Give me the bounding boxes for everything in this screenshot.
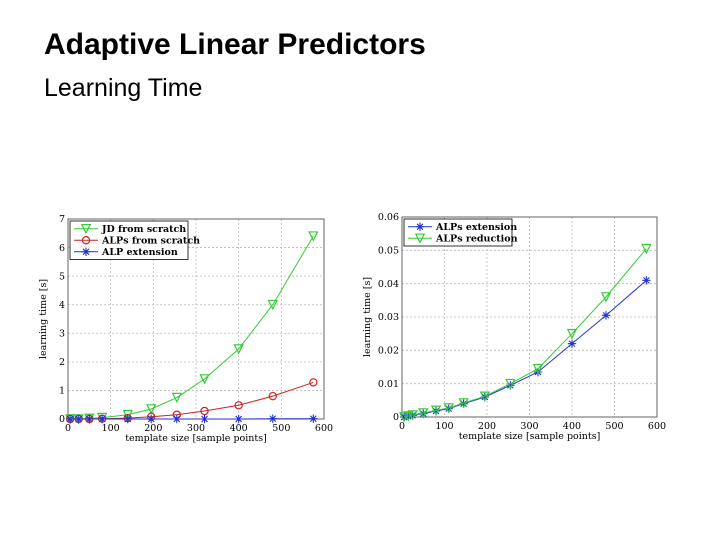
left-point-s2-3: [97, 414, 107, 424]
left-point-s1-10: [309, 378, 318, 387]
right-xtick-label: 300: [520, 421, 538, 432]
right-point-s1-8: [505, 378, 516, 390]
left-ytick-label: 1: [59, 386, 65, 397]
right-xtick-label: 200: [478, 421, 496, 432]
left-point-s2-4: [123, 414, 132, 424]
right-point-s0-11: [601, 311, 611, 320]
right-plot-frame: [401, 216, 658, 418]
right-point-s1-3: [418, 408, 429, 419]
left-ytick-label: 5: [59, 271, 65, 282]
left-xtick-label: 100: [102, 423, 120, 434]
left-point-s0-8: [233, 344, 244, 355]
left-xlabel: template size [sample points]: [125, 433, 267, 444]
left-legend-marker-0: [80, 223, 92, 235]
right-point-s1-12: [641, 243, 652, 255]
chart-left: 0 100 200 300 400 500 600 0 1 2 3 4 5 6 7 template size…: [36, 205, 336, 460]
right-legend-marker-0: [415, 222, 425, 231]
left-xtick-label: 500: [272, 423, 290, 434]
right-point-s1-6: [458, 398, 469, 409]
left-xtick-label: 400: [230, 423, 248, 434]
right-ytick-label: 0: [393, 412, 399, 423]
left-point-s1-8: [234, 401, 243, 410]
right-point-s0-3: [419, 409, 428, 418]
right-xtick-label: 0: [399, 421, 405, 432]
right-point-s1-10: [566, 328, 578, 340]
right-ytick-label: 0.01: [378, 379, 399, 390]
right-point-s1-7: [479, 391, 491, 402]
right-xtick-label: 100: [435, 421, 453, 432]
left-legend-marker-2: [81, 247, 91, 256]
left-xtick-label: 200: [144, 423, 162, 434]
right-legend-label-1: ALPs reduction: [435, 234, 518, 245]
left-point-s0-5: [146, 404, 157, 415]
left-point-s2-5: [147, 414, 156, 424]
right-point-s0-6: [459, 399, 468, 408]
left-xtick-label: 300: [187, 423, 205, 434]
left-ytick-label: 6: [59, 243, 65, 254]
right-point-s0-10: [567, 339, 577, 348]
right-xlabel: template size [sample points]: [459, 431, 601, 442]
left-point-s0-6: [171, 392, 182, 404]
right-point-s1-9: [532, 363, 544, 375]
left-ylabel: learning time [s]: [38, 279, 49, 359]
left-legend-marker-1: [81, 236, 91, 245]
left-point-s2-0: [65, 414, 75, 424]
right-point-s0-7: [480, 392, 490, 402]
slide-title: Adaptive Linear Predictors: [44, 28, 426, 61]
chart-left-svg: 0 100 200 300 400 500 600 0 1 2 3 4 5 6 7 template size…: [38, 214, 333, 444]
right-legend-marker-1: [414, 233, 426, 244]
left-point-s0-7: [199, 374, 210, 385]
left-point-s2-1: [74, 414, 83, 424]
right-point-s1-2: [407, 410, 418, 421]
left-point-s1-7: [200, 406, 209, 416]
right-ytick-label: 0.03: [378, 312, 399, 323]
right-ytick-label: 0.04: [378, 279, 399, 290]
left-xtick-label: 600: [315, 423, 333, 434]
right-point-s1-5: [443, 403, 454, 414]
chart-right: 0 100 200 300 400 500 600 0 0.01 0.02 0.03 0.04 0.05…: [358, 205, 673, 460]
left-legend-label-0: JD from scratch: [101, 224, 186, 235]
left-point-s2-7: [200, 414, 209, 424]
left-legend-label-2: ALP extension: [101, 247, 178, 258]
right-ytick-label: 0.06: [378, 212, 399, 223]
left-point-s0-9: [267, 299, 278, 311]
right-point-s0-12: [642, 276, 651, 285]
right-xtick-label: 400: [563, 421, 581, 432]
slide-subtitle: Learning Time: [44, 74, 203, 102]
right-ytick-label: 0.02: [378, 346, 399, 357]
left-point-s2-2: [85, 414, 94, 424]
left-legend-label-1: ALPs from scratch: [101, 236, 200, 247]
left-point-s0-2: [84, 413, 95, 424]
left-point-s2-9: [268, 414, 277, 423]
right-series-line-1: [404, 248, 647, 418]
left-point-s0-10: [308, 231, 319, 242]
left-ytick-label: 0: [59, 414, 65, 425]
left-series-line-0: [70, 235, 314, 420]
left-point-s1-9: [268, 391, 277, 401]
left-ytick-label: 3: [59, 328, 65, 339]
right-point-s0-4: [431, 406, 441, 416]
left-point-s2-10: [309, 414, 318, 423]
right-point-s1-4: [430, 405, 442, 416]
left-point-s2-6: [172, 414, 181, 424]
left-xtick-label: 0: [65, 423, 71, 434]
right-point-s1-11: [600, 292, 612, 303]
right-series-line-0: [404, 279, 647, 418]
right-legend-box: [403, 218, 513, 247]
right-xtick-label: 600: [648, 421, 666, 432]
right-ylabel: learning time [s]: [362, 277, 373, 357]
chart-right-svg: 0 100 200 300 400 500 600 0 0.01 0.02 0.03 0.04 0.05…: [362, 212, 666, 442]
right-ytick-label: 0.05: [378, 246, 399, 257]
right-point-s0-5: [444, 404, 453, 413]
left-point-s2-8: [234, 414, 243, 424]
right-point-s0-8: [506, 381, 515, 390]
left-ytick-label: 2: [59, 357, 65, 368]
right-xtick-label: 500: [605, 421, 623, 432]
right-legend-label-0: ALPs extension: [435, 222, 517, 233]
left-ytick-label: 4: [59, 300, 65, 311]
left-ytick-label: 7: [59, 214, 65, 225]
